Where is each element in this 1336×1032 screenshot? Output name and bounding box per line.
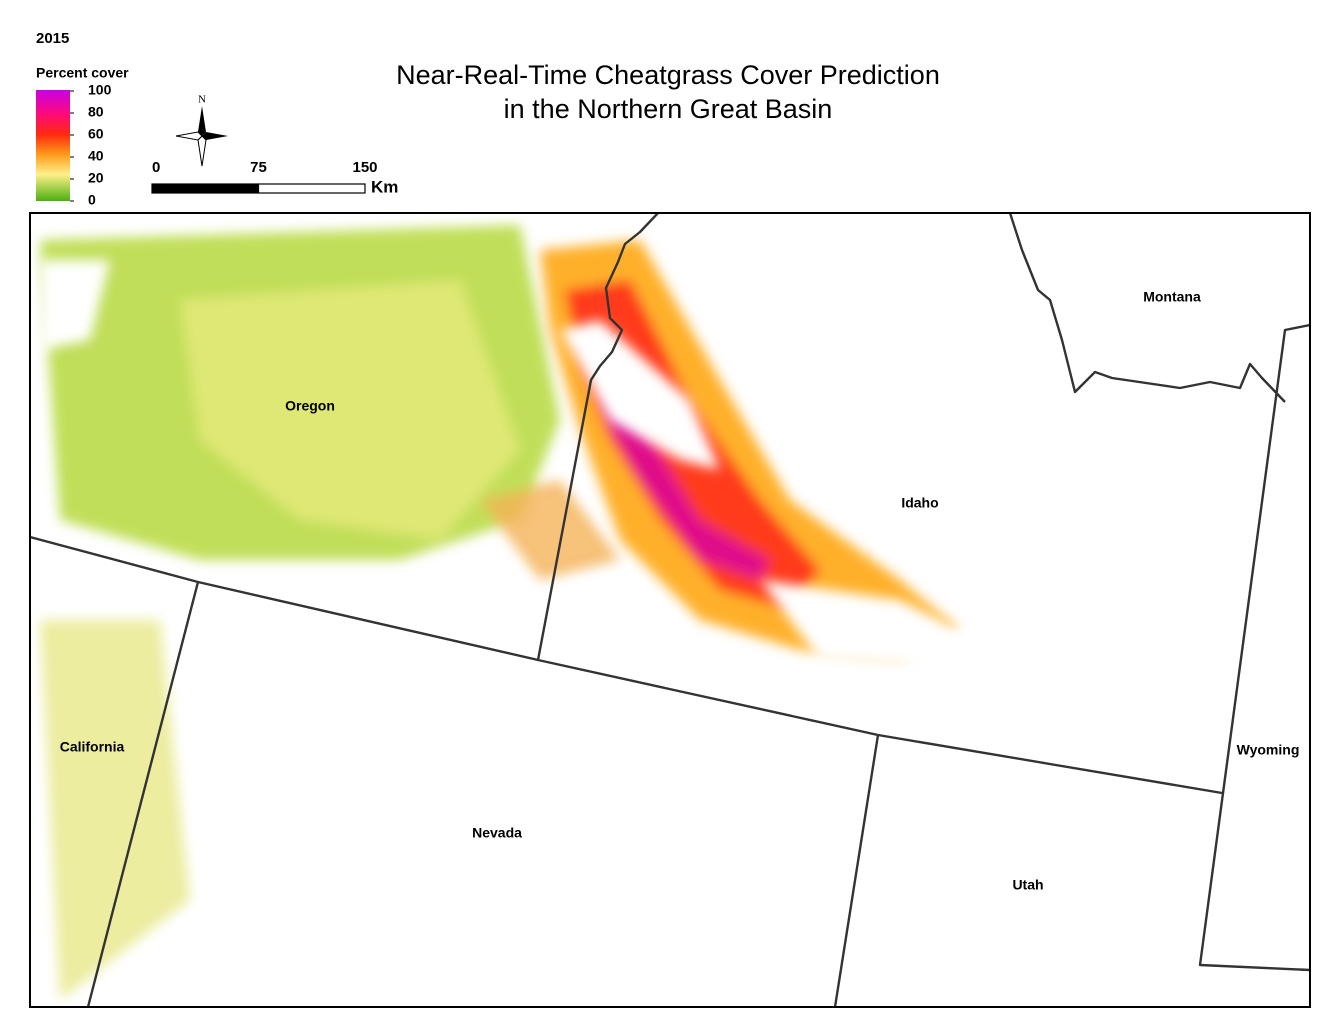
map-frame — [29, 212, 1311, 1008]
scale-unit: Km — [371, 177, 398, 196]
map-raster — [30, 213, 1310, 1007]
legend-tick-label: 20 — [88, 170, 104, 186]
state-label: Nevada — [472, 825, 522, 841]
state-label: Oregon — [285, 398, 335, 414]
legend-title: Percent cover — [36, 65, 129, 81]
state-labels: Oregon Idaho Montana California Nevada Utah Wy… — [60, 289, 1300, 893]
legend-tick-label: 0 — [88, 192, 96, 208]
state-label: Wyoming — [1237, 742, 1300, 758]
scale-tick-label: 75 — [250, 159, 267, 176]
state-label: Montana — [1143, 289, 1201, 305]
legend-tick-label: 100 — [88, 82, 112, 98]
title-line: in the Northern Great Basin — [504, 94, 833, 124]
legend-ticks: 100 80 60 40 20 0 — [70, 82, 112, 208]
title-line: Near-Real-Time Cheatgrass Cover Predicti… — [396, 60, 940, 90]
north-label: N — [198, 94, 206, 106]
scale-segment — [151, 183, 260, 194]
state-label: Idaho — [901, 495, 938, 511]
legend-tick-label: 80 — [88, 104, 104, 120]
scale-segment — [257, 183, 366, 194]
north-arrow: N — [175, 94, 228, 167]
state-label: Utah — [1012, 877, 1043, 893]
legend-tick-label: 60 — [88, 126, 104, 142]
scale-tick-label: 0 — [152, 159, 160, 176]
legend-colorbar — [36, 90, 70, 201]
scale-tick-label: 150 — [352, 159, 377, 176]
state-label: California — [60, 739, 125, 755]
legend-tick-label: 40 — [88, 148, 104, 164]
year-label: 2015 — [36, 30, 69, 47]
